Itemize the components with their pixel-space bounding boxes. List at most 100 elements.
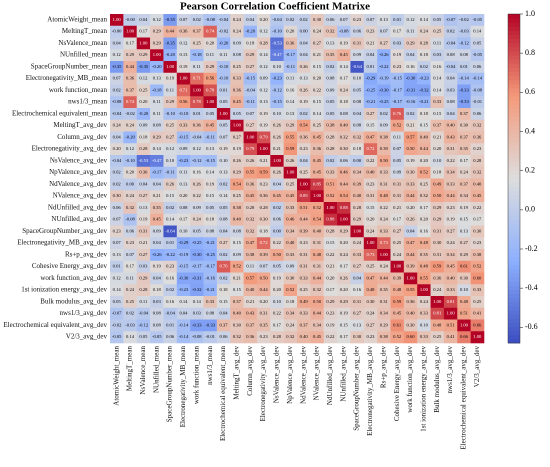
- heatmap-cell: [457, 284, 471, 297]
- heatmap-cell: [377, 166, 391, 179]
- cell-label: 0.08: [179, 205, 188, 210]
- heatmap-cell: [136, 84, 151, 97]
- cell-label: 0.35: [420, 252, 429, 257]
- cell-label: 0.24: [233, 29, 242, 34]
- heatmap-cell: [417, 249, 431, 262]
- cell-label: 0.52: [420, 170, 429, 175]
- heatmap-cell: [203, 96, 218, 109]
- heatmap-cell: [323, 260, 338, 273]
- heatmap-cell: [176, 155, 191, 168]
- cell-label: 0.29: [433, 217, 442, 222]
- heatmap-cell: [270, 225, 284, 238]
- heatmap-cell: [390, 96, 405, 109]
- cell-label: 0.36: [407, 299, 416, 304]
- heatmap-cell: [323, 119, 338, 132]
- heatmap-cell: [150, 96, 164, 109]
- heatmap-cell: [150, 190, 164, 203]
- cell-label: 0.09: [233, 40, 242, 45]
- y-tick-label: AtomicWeight_mean: [47, 15, 107, 23]
- cell-label: 0.23: [447, 205, 456, 210]
- cell-label: 0.04: [139, 17, 148, 22]
- heatmap-cell: [443, 143, 458, 156]
- heatmap-cell: [297, 49, 311, 62]
- heatmap-cell: [123, 49, 138, 62]
- heatmap-cell: [417, 272, 431, 285]
- cell-label: -0.10: [219, 64, 229, 69]
- cell-label: 0.06: [473, 64, 482, 69]
- heatmap-cell: [403, 296, 418, 309]
- cell-label: 0.74: [206, 29, 215, 34]
- y-tick-label: Electrochemical equivalent_avg_dev: [3, 321, 107, 329]
- cell-label: 0.39: [260, 252, 269, 257]
- heatmap-cell: [403, 331, 418, 344]
- cell-label: 0.24: [393, 252, 402, 257]
- cell-label: 0.15: [460, 217, 469, 222]
- cell-label: 0.40: [447, 275, 456, 280]
- cell-label: 0.17: [393, 29, 402, 34]
- cell-label: -0.17: [192, 264, 202, 269]
- cell-label: 0.22: [447, 158, 456, 163]
- heatmap-cell: [163, 190, 178, 203]
- colorbar-slice: [508, 67, 520, 72]
- cell-label: 0.31: [300, 252, 309, 257]
- cell-label: 0.20: [313, 76, 322, 81]
- heatmap-cell: [457, 119, 471, 132]
- heatmap-cell: [390, 131, 405, 144]
- heatmap-cell: [390, 284, 405, 297]
- cell-label: -0.10: [179, 111, 189, 116]
- heatmap-cell: [163, 84, 178, 97]
- heatmap-cell: [283, 260, 298, 273]
- heatmap-cell: [163, 108, 178, 121]
- heatmap-cell: [337, 96, 351, 109]
- cell-label: 0.47: [366, 134, 375, 139]
- heatmap-cell: [443, 284, 458, 297]
- cell-label: -0.15: [205, 158, 215, 163]
- cell-label: 0.01: [193, 111, 202, 116]
- heatmap-cell: [176, 307, 191, 320]
- heatmap-cell: [417, 202, 431, 215]
- cell-label: 0.16: [353, 287, 362, 292]
- cell-label: 0.09: [353, 52, 362, 57]
- heatmap-cell: [417, 166, 431, 179]
- cell-label: 0.54: [340, 193, 349, 198]
- heatmap-cell: [297, 131, 311, 144]
- cell-label: 0.20: [407, 205, 416, 210]
- y-tick-label: NdValence_avg_dev: [49, 180, 107, 188]
- cell-label: 0.30: [313, 17, 322, 22]
- cell-label: 0.20: [113, 146, 122, 151]
- heatmap-cell: [243, 190, 258, 203]
- heatmap-cell: [443, 213, 458, 226]
- cell-label: 0.81: [433, 311, 442, 316]
- cell-label: 0.17: [393, 217, 402, 222]
- cell-label: 0.05: [220, 205, 229, 210]
- heatmap-cell: [377, 155, 391, 168]
- heatmap-cell: [310, 202, 325, 215]
- cell-label: 0.01: [220, 87, 229, 92]
- cell-label: 0.31: [260, 311, 269, 316]
- heatmap-cell: [337, 72, 351, 85]
- colorbar-slice: [508, 137, 520, 142]
- cell-label: 0.27: [353, 311, 362, 316]
- heatmap-cell: [230, 166, 244, 179]
- cell-label: 0.27: [366, 111, 375, 116]
- cell-label: 0.11: [166, 87, 175, 92]
- cell-label: 0.21: [246, 299, 255, 304]
- cell-label: 0.59: [286, 146, 295, 151]
- heatmap-cell: [150, 61, 164, 74]
- cell-label: 0.50: [273, 252, 282, 257]
- heatmap-cell: [163, 96, 178, 109]
- cell-label: -0.64: [352, 64, 362, 69]
- heatmap-cell: [176, 119, 191, 132]
- cell-label: 0.21: [233, 275, 242, 280]
- heatmap-cell: [377, 84, 391, 97]
- heatmap-cell: [337, 190, 351, 203]
- heatmap-cell: [243, 49, 258, 62]
- cell-label: 0.17: [340, 264, 349, 269]
- heatmap-cell: [417, 131, 431, 144]
- colorbar-slice: [508, 59, 520, 64]
- cell-label: 0.04: [179, 311, 188, 316]
- cell-label: 0.14: [193, 299, 202, 304]
- cell-label: 0.33: [326, 170, 335, 175]
- heatmap-cell: [457, 319, 471, 332]
- cell-label: 0.05: [433, 17, 442, 22]
